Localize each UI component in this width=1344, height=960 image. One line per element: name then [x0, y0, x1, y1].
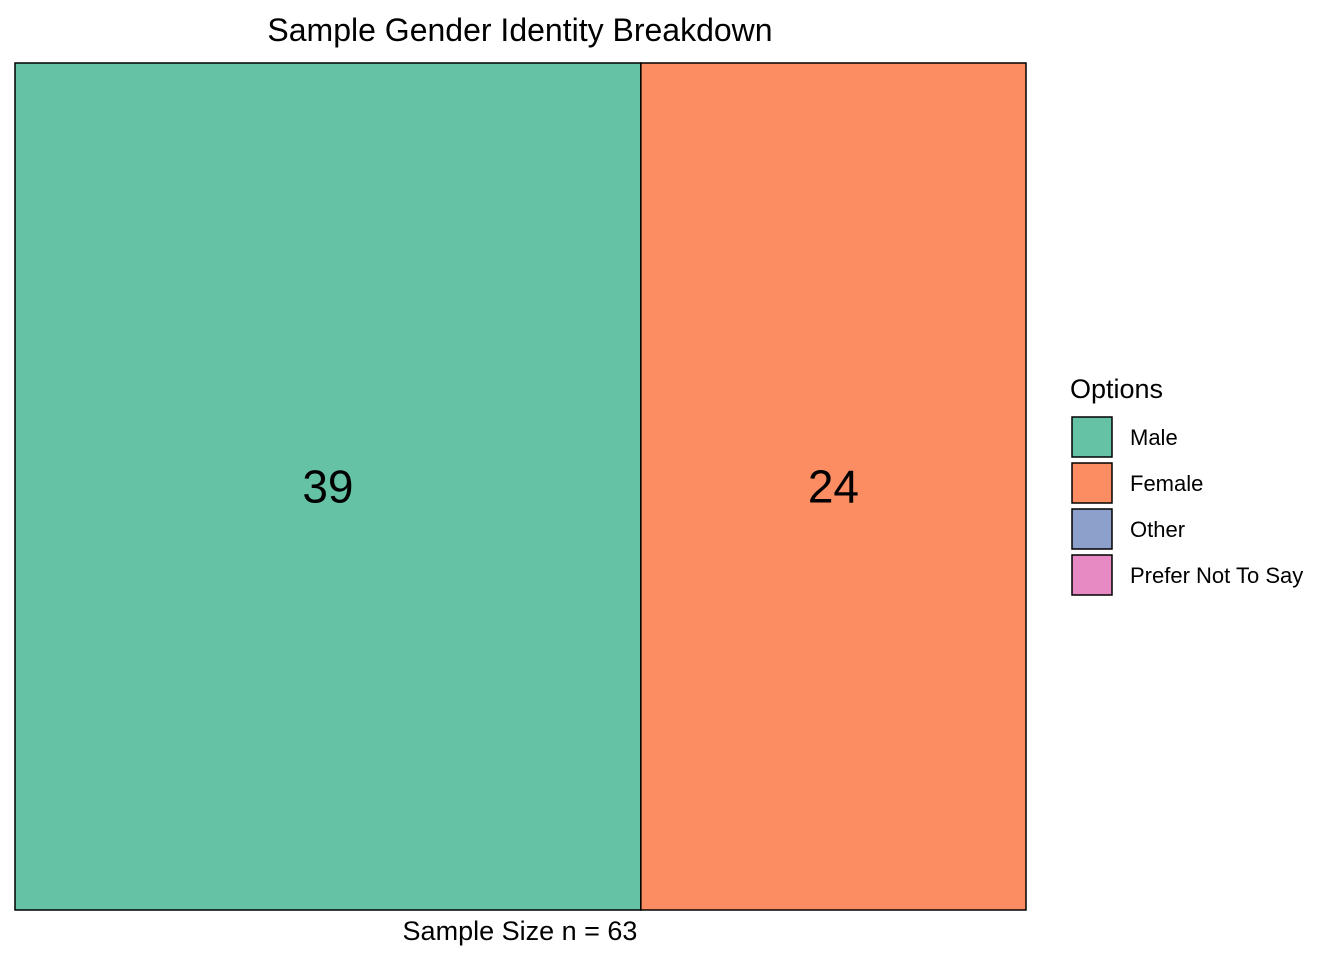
tile-male: [14, 62, 642, 911]
legend-label-other: Other: [1130, 517, 1185, 542]
legend-key-male: [1071, 416, 1113, 458]
tile-label-male: 39: [302, 461, 353, 513]
tile-label-female: 24: [808, 461, 859, 513]
treemap-tiles: 39 24: [14, 62, 1027, 911]
tile-female: [640, 62, 1027, 911]
legend-key-female: [1071, 462, 1113, 504]
chart-title: Sample Gender Identity Breakdown: [267, 12, 772, 48]
legend-label-prefer-not-to-say: Prefer Not To Say: [1130, 563, 1303, 588]
legend-label-male: Male: [1130, 425, 1178, 450]
legend: Options Male Female Other Prefer Not To Say: [1070, 374, 1303, 596]
legend-key-other: [1071, 508, 1113, 550]
legend-label-female: Female: [1130, 471, 1203, 496]
chart-caption: Sample Size n = 63: [403, 916, 638, 946]
legend-key-prefer-not-to-say: [1071, 554, 1113, 596]
legend-items: Male Female Other Prefer Not To Say: [1071, 416, 1303, 596]
legend-title: Options: [1070, 374, 1163, 404]
